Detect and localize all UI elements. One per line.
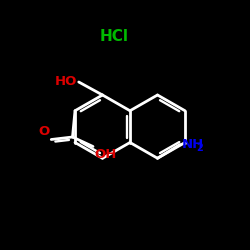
Text: HO: HO: [54, 76, 77, 88]
Text: NH: NH: [182, 138, 204, 151]
Text: 2: 2: [196, 143, 203, 153]
Text: O: O: [38, 125, 49, 138]
Text: HCl: HCl: [99, 29, 128, 44]
Text: OH: OH: [94, 148, 117, 162]
